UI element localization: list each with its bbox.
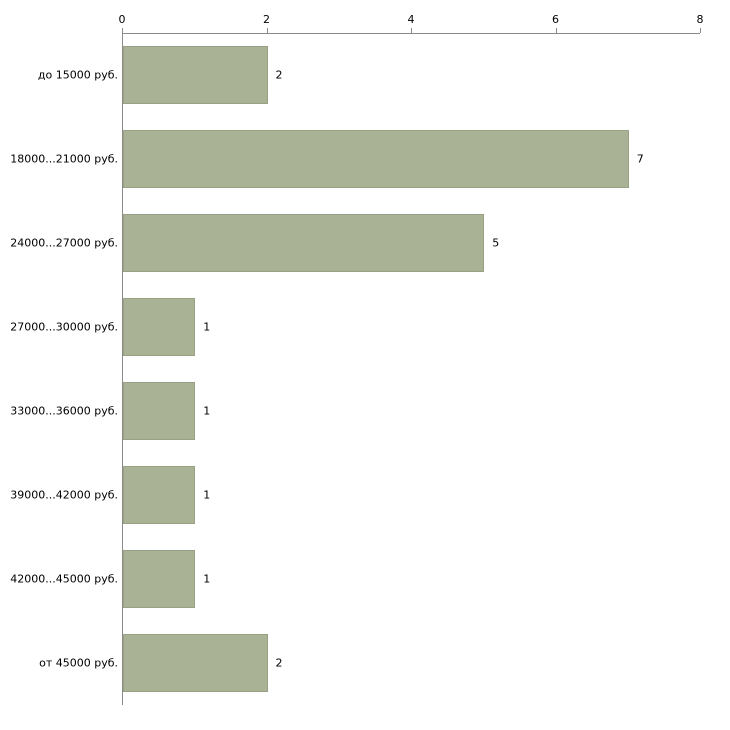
x-tick-label: 4 xyxy=(407,13,415,26)
category-label: 33000...36000 руб. xyxy=(10,404,118,418)
x-tick-mark xyxy=(411,28,412,33)
x-axis-line xyxy=(122,33,700,34)
x-tick-label: 6 xyxy=(552,13,559,26)
value-label: 2 xyxy=(275,68,283,82)
bar xyxy=(123,634,268,692)
y-axis-line xyxy=(122,33,123,705)
bar-row: 33000...36000 руб. 1 xyxy=(0,369,730,453)
category-label: 24000...27000 руб. xyxy=(10,236,118,250)
x-tick-mark xyxy=(700,28,701,33)
category-label: 42000...45000 руб. xyxy=(10,572,118,586)
bar-row: 18000...21000 руб. 7 xyxy=(0,117,730,201)
bar-row: 39000...42000 руб. 1 xyxy=(0,453,730,537)
bar-row: до 15000 руб. 2 xyxy=(0,33,730,117)
bar xyxy=(123,382,196,440)
value-label: 1 xyxy=(203,572,211,586)
x-tick-label: 8 xyxy=(696,13,704,26)
bar xyxy=(123,466,196,524)
category-label: до 15000 руб. xyxy=(37,68,118,82)
category-label: от 45000 руб. xyxy=(39,656,118,670)
bar-row: 24000...27000 руб. 5 xyxy=(0,201,730,285)
value-label: 1 xyxy=(203,404,211,418)
x-tick-label: 2 xyxy=(263,13,270,26)
bar xyxy=(123,214,485,272)
bar-row: от 45000 руб. 2 xyxy=(0,621,730,705)
category-label: 39000...42000 руб. xyxy=(10,488,118,502)
value-label: 2 xyxy=(275,656,283,670)
bar xyxy=(123,298,196,356)
category-label: 18000...21000 руб. xyxy=(10,152,118,166)
bar-row: 27000...30000 руб. 1 xyxy=(0,285,730,369)
x-tick-label: 0 xyxy=(118,13,126,26)
bar-row: 42000...45000 руб. 1 xyxy=(0,537,730,621)
x-tick-mark xyxy=(266,28,268,33)
value-label: 1 xyxy=(203,320,211,334)
x-tick-mark xyxy=(122,28,123,33)
category-label: 27000...30000 руб. xyxy=(10,320,118,334)
value-label: 1 xyxy=(203,488,211,502)
bar xyxy=(123,550,196,608)
bar xyxy=(123,130,629,188)
value-label: 7 xyxy=(636,152,644,166)
value-label: 5 xyxy=(492,236,500,250)
x-tick-mark xyxy=(555,28,557,33)
bar xyxy=(123,46,268,104)
